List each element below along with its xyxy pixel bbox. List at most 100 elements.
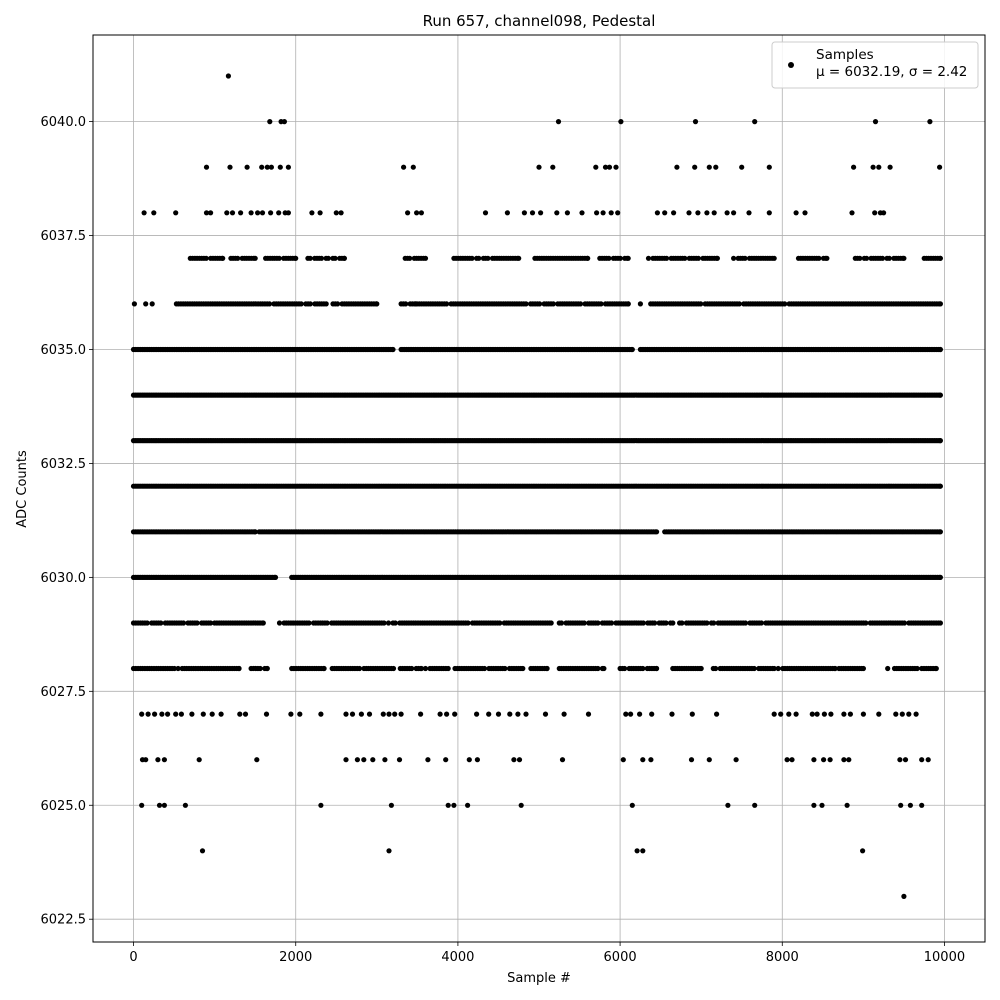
data-point [227, 164, 233, 170]
data-point [870, 164, 876, 170]
data-point [544, 665, 550, 672]
data-point [841, 757, 847, 763]
data-point [410, 164, 416, 170]
data-points [130, 73, 944, 900]
data-point [789, 757, 795, 763]
data-point [550, 301, 556, 307]
y-tick-label: 6040.0 [41, 115, 87, 130]
data-point [849, 210, 855, 216]
data-point [209, 711, 215, 717]
data-point [276, 210, 282, 216]
data-point [529, 210, 536, 216]
data-point [622, 665, 628, 672]
data-point [617, 255, 623, 261]
data-point [516, 255, 522, 261]
data-point [356, 665, 363, 672]
data-point [601, 665, 607, 672]
data-point [158, 620, 164, 626]
data-point [151, 210, 157, 216]
data-point [285, 210, 291, 216]
data-point [318, 711, 324, 717]
data-point [386, 711, 392, 717]
data-point [811, 757, 817, 763]
data-point [876, 711, 882, 717]
data-point [775, 665, 781, 672]
data-point [714, 255, 721, 261]
data-point [771, 711, 777, 717]
data-point [263, 711, 270, 717]
data-point [752, 802, 758, 808]
data-point [443, 757, 449, 763]
data-point [937, 392, 944, 398]
data-point [827, 757, 833, 763]
y-tick-label: 6027.5 [41, 685, 87, 700]
data-point [143, 301, 149, 307]
data-point [444, 711, 450, 717]
data-point [899, 711, 905, 717]
data-point [338, 210, 344, 216]
data-point [679, 620, 685, 626]
data-point [309, 210, 315, 216]
data-point [901, 893, 907, 900]
y-tick-label: 6025.0 [41, 799, 87, 814]
data-point [561, 711, 567, 717]
data-point [674, 164, 680, 170]
data-point [323, 301, 329, 307]
data-point [620, 757, 626, 763]
data-point [608, 210, 614, 216]
data-point [906, 711, 912, 717]
data-point [343, 757, 349, 763]
data-point [536, 164, 542, 170]
data-point [285, 164, 291, 170]
data-point [688, 757, 695, 763]
axis-ticks: 0 2000 4000 6000 8000 10000 6022.5 6025.0 6027.5… [41, 115, 966, 965]
data-point [445, 665, 451, 672]
data-point [425, 757, 431, 763]
data-point [173, 210, 179, 216]
data-point [161, 757, 167, 763]
x-tick-label: 2000 [279, 950, 312, 965]
data-point [374, 301, 380, 307]
data-point [281, 119, 287, 125]
y-tick-label: 6022.5 [41, 913, 87, 928]
data-point [864, 255, 870, 261]
data-point [380, 711, 386, 717]
y-tick-label: 6035.0 [41, 343, 87, 358]
data-point [259, 210, 266, 216]
data-point [161, 802, 167, 808]
data-point [814, 711, 820, 717]
data-point [277, 164, 283, 170]
data-point [403, 301, 409, 307]
data-point [465, 620, 471, 626]
data-point [445, 802, 451, 808]
data-point [405, 210, 411, 216]
data-point [208, 620, 214, 626]
data-point [497, 620, 503, 626]
data-point [937, 620, 944, 626]
data-point [418, 711, 424, 717]
data-point [821, 711, 828, 717]
data-point [714, 711, 720, 717]
data-point [244, 164, 250, 170]
data-point [465, 802, 471, 808]
data-point [252, 255, 258, 261]
data-point [937, 574, 944, 581]
data-point [782, 301, 788, 307]
data-point [809, 711, 815, 717]
data-point [225, 73, 231, 79]
data-point [288, 711, 294, 717]
data-point [649, 711, 655, 717]
data-point [686, 210, 692, 216]
data-point [692, 164, 698, 170]
data-point [860, 848, 866, 854]
data-point [268, 210, 274, 216]
legend-entry-samples: Samples [816, 47, 874, 63]
data-point [662, 210, 668, 216]
data-point [559, 757, 566, 763]
data-point [159, 711, 165, 717]
data-point [173, 711, 179, 717]
data-point [731, 210, 737, 216]
data-point [739, 164, 745, 170]
data-point [585, 255, 591, 261]
data-point [645, 255, 652, 261]
